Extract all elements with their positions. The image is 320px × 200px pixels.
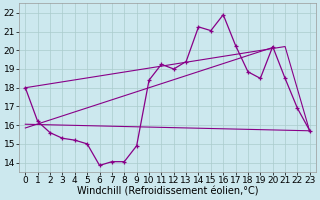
X-axis label: Windchill (Refroidissement éolien,°C): Windchill (Refroidissement éolien,°C) xyxy=(77,187,258,197)
